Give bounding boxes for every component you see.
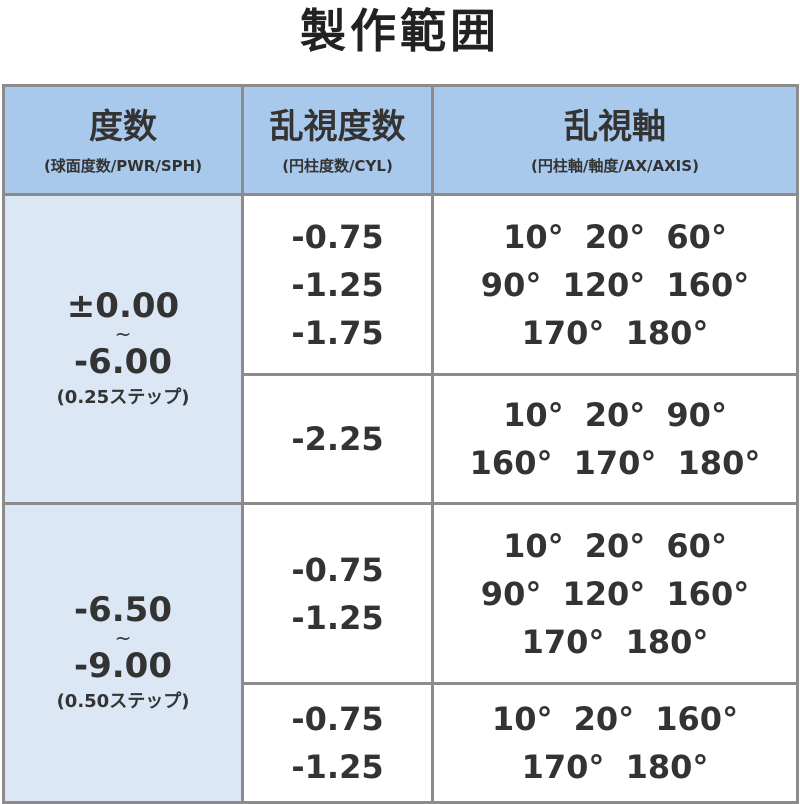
header-axis: 乱視軸 (円柱軸/軸度/AX/AXIS) bbox=[434, 87, 796, 193]
sph-range-1: ±0.00 ~ -6.00 (0.25ステップ) bbox=[5, 196, 241, 502]
cyl-cell: -2.25 bbox=[244, 376, 431, 502]
tilde: ~ bbox=[114, 322, 132, 346]
sph-step: (0.50ステップ) bbox=[56, 691, 190, 712]
sph-to: -6.00 bbox=[74, 342, 172, 382]
axis-line: 170° 180° bbox=[521, 313, 709, 352]
header-sph: 度数 (球面度数/PWR/SPH) bbox=[5, 87, 241, 193]
sph-step: (0.25ステップ) bbox=[56, 387, 190, 408]
header-sublabel: (球面度数/PWR/SPH) bbox=[43, 156, 203, 175]
cyl-value: -0.75 bbox=[291, 700, 384, 738]
cyl-cell: -0.75 -1.25 bbox=[244, 685, 431, 801]
axis-line: 10° 20° 90° bbox=[503, 396, 727, 434]
header-sublabel: (円柱軸/軸度/AX/AXIS) bbox=[531, 156, 699, 175]
axis-line: 10° 20° 60° bbox=[503, 526, 727, 565]
axis-cell: 10° 20° 60° 90° 120° 160° 170° 180° bbox=[434, 505, 796, 682]
page-title: 製作範囲 bbox=[300, 4, 500, 58]
sph-to: -9.00 bbox=[74, 646, 172, 686]
cyl-value: -1.25 bbox=[291, 748, 384, 786]
axis-cell: 10° 20° 60° 90° 120° 160° 170° 180° bbox=[434, 196, 796, 373]
axis-line: 170° 180° bbox=[521, 622, 709, 661]
cyl-cell: -0.75 -1.25 -1.75 bbox=[244, 196, 431, 373]
axis-cell: 10° 20° 90° 160° 170° 180° bbox=[434, 376, 796, 502]
cyl-value: -0.75 bbox=[291, 217, 384, 256]
axis-line: 10° 20° 160° bbox=[491, 700, 739, 738]
sph-from: ±0.00 bbox=[66, 286, 180, 326]
production-range-table: 度数 (球面度数/PWR/SPH) 乱視度数 (円柱度数/CYL) 乱視軸 (円… bbox=[2, 84, 799, 804]
axis-line: 160° 170° 180° bbox=[469, 444, 761, 482]
sph-from: -6.50 bbox=[74, 590, 172, 630]
axis-line: 10° 20° 60° bbox=[503, 217, 727, 256]
axis-cell: 10° 20° 160° 170° 180° bbox=[434, 685, 796, 801]
cyl-cell: -0.75 -1.25 bbox=[244, 505, 431, 682]
cyl-value: -1.25 bbox=[291, 265, 384, 304]
cyl-value: -1.25 bbox=[291, 598, 384, 637]
header-cyl: 乱視度数 (円柱度数/CYL) bbox=[244, 87, 431, 193]
axis-line: 170° 180° bbox=[521, 748, 709, 786]
axis-line: 90° 120° 160° bbox=[480, 265, 750, 304]
tilde: ~ bbox=[114, 626, 132, 650]
axis-line: 90° 120° 160° bbox=[480, 574, 750, 613]
cyl-value: -0.75 bbox=[291, 550, 384, 589]
header-label: 乱視軸 bbox=[564, 106, 666, 147]
header-sublabel: (円柱度数/CYL) bbox=[282, 156, 393, 175]
sph-range-2: -6.50 ~ -9.00 (0.50ステップ) bbox=[5, 505, 241, 801]
header-label: 乱視度数 bbox=[269, 106, 406, 147]
header-label: 度数 bbox=[89, 106, 157, 147]
cyl-value: -2.25 bbox=[291, 420, 384, 458]
cyl-value: -1.75 bbox=[291, 313, 384, 352]
